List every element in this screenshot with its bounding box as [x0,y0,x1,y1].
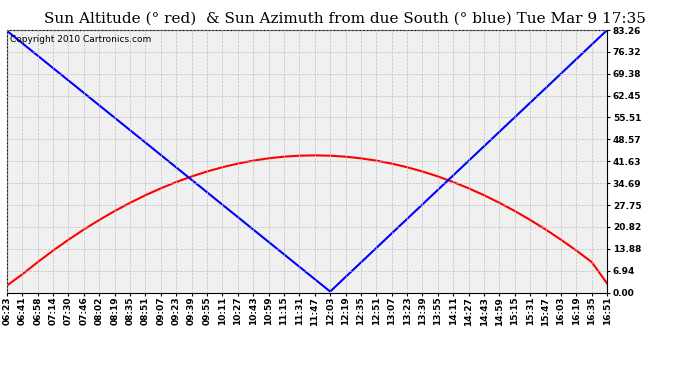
Text: Copyright 2010 Cartronics.com: Copyright 2010 Cartronics.com [10,35,151,44]
Text: Sun Altitude (° red)  & Sun Azimuth from due South (° blue) Tue Mar 9 17:35: Sun Altitude (° red) & Sun Azimuth from … [44,11,646,25]
